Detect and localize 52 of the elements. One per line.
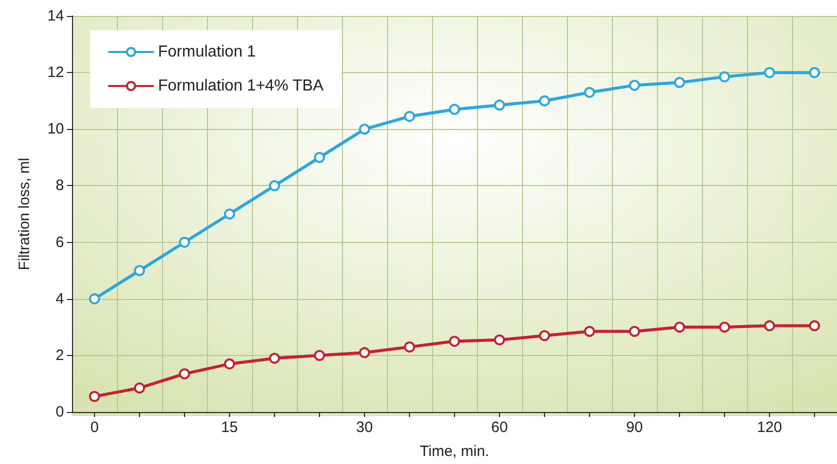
point xyxy=(764,320,775,332)
legend-label: Formulation 1 xyxy=(158,44,256,60)
y-tick-label: 0 xyxy=(56,404,64,420)
y-tick-label: 10 xyxy=(47,120,64,138)
y-tick-label: 14 xyxy=(47,8,64,24)
point xyxy=(269,352,280,364)
y-tick-label: 8 xyxy=(56,177,64,194)
point xyxy=(629,326,640,337)
point xyxy=(89,293,100,304)
point xyxy=(809,320,820,332)
point xyxy=(134,382,145,394)
y-axis-title: Filtration loss, ml xyxy=(16,158,33,270)
x-tick-label: 15 xyxy=(221,419,238,436)
point xyxy=(719,71,730,82)
point xyxy=(179,236,190,248)
point xyxy=(179,368,190,380)
point xyxy=(584,326,595,337)
point xyxy=(224,358,235,370)
point xyxy=(809,67,820,78)
point xyxy=(134,265,145,276)
point xyxy=(404,341,415,352)
point xyxy=(539,330,550,342)
x-tick-label: 90 xyxy=(626,419,643,436)
point xyxy=(314,350,325,361)
point xyxy=(89,390,100,402)
point xyxy=(224,208,235,220)
point xyxy=(539,95,550,106)
point xyxy=(584,86,595,98)
x-axis-title: Time, min. xyxy=(420,443,490,460)
point xyxy=(314,152,325,163)
y-tick-label: 4 xyxy=(56,290,64,308)
legend-label: Formulation 1+4% TBA xyxy=(158,78,324,94)
x-tick-label: 120 xyxy=(756,419,782,436)
y-tick-label: 2 xyxy=(56,346,64,364)
point xyxy=(449,336,460,347)
point xyxy=(629,80,640,91)
y-tick-label: 6 xyxy=(56,234,64,251)
point xyxy=(359,347,370,358)
point xyxy=(494,334,505,346)
point xyxy=(269,180,280,192)
point xyxy=(719,322,730,333)
x-tick-label: 0 xyxy=(90,419,99,436)
x-tick-label: 30 xyxy=(356,419,373,436)
x-tick-label: 60 xyxy=(491,419,508,436)
point xyxy=(404,110,415,122)
point xyxy=(494,100,505,111)
point xyxy=(449,104,460,115)
point xyxy=(764,67,775,78)
point xyxy=(359,124,370,135)
point xyxy=(674,322,685,333)
point xyxy=(674,76,685,88)
y-tick-label: 12 xyxy=(47,64,64,82)
